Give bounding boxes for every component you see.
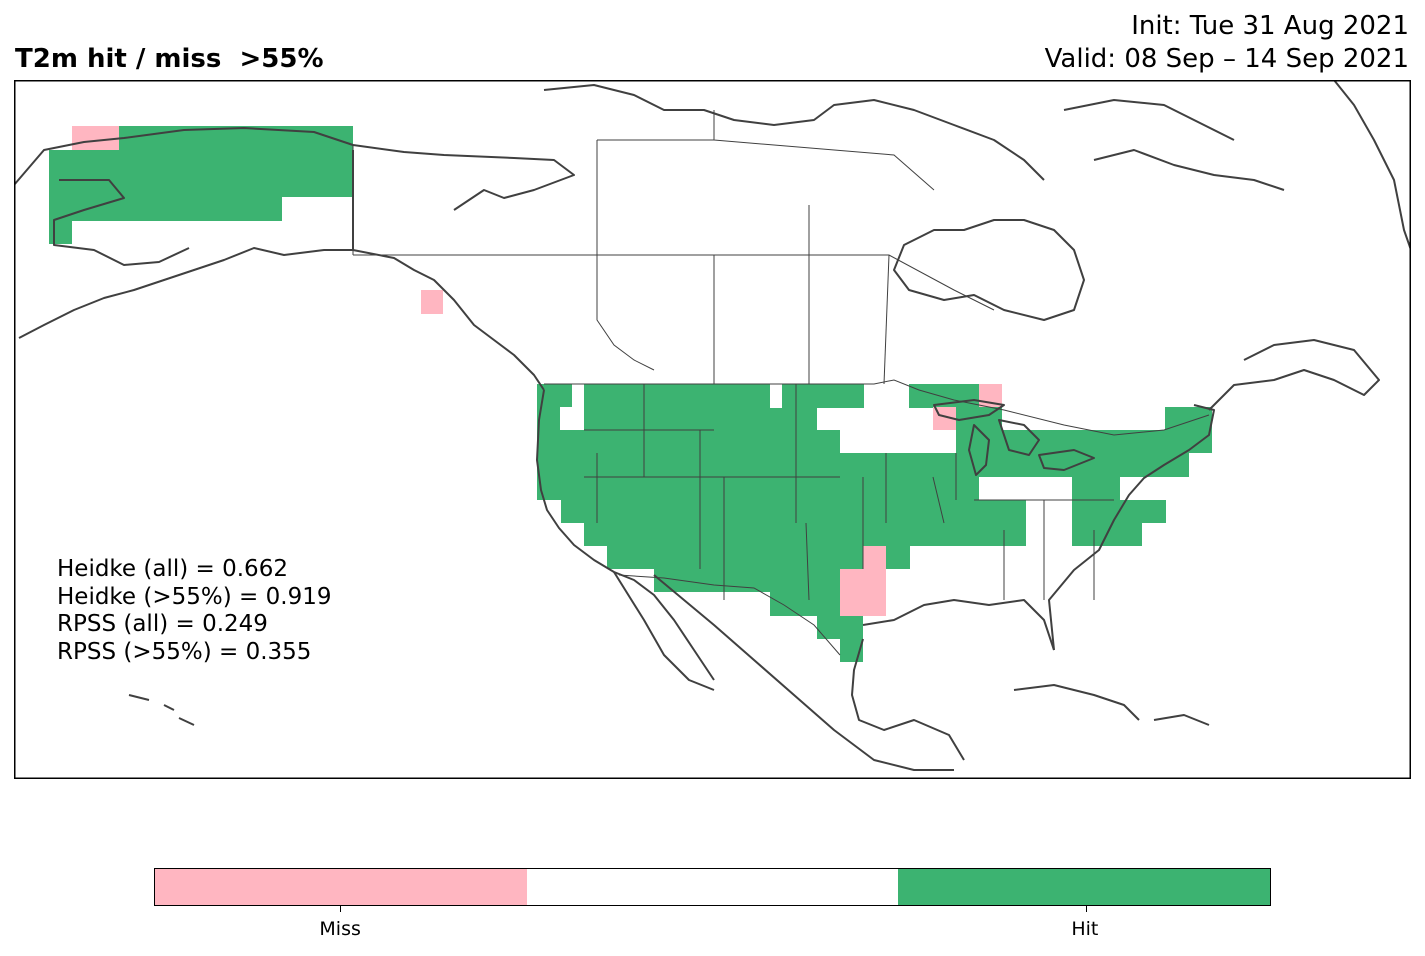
heidke-55: Heidke (>55%) = 0.919: [57, 583, 332, 610]
blank-cell: [1120, 477, 1189, 500]
hit-region: [537, 477, 956, 500]
canada-east-coast: [1208, 339, 1380, 411]
miss-region: [421, 290, 443, 314]
hit-region: [654, 569, 840, 592]
territory-border: [596, 110, 935, 255]
rpss-all: RPSS (all) = 0.249: [57, 611, 268, 637]
state-borders: [584, 384, 1114, 601]
colorbar: [154, 868, 1271, 906]
colorbar-hit: [898, 869, 1271, 905]
bc-coast: [352, 249, 545, 391]
hawaii: [128, 694, 195, 726]
hit-region: [956, 523, 1026, 546]
colorbar-label-miss: Miss: [319, 918, 361, 940]
hit-region: [119, 126, 353, 150]
hit-region: [770, 592, 840, 616]
blank-cell: [840, 430, 863, 453]
baja-coast: [613, 571, 715, 691]
hit-region: [561, 500, 956, 523]
hit-region: [956, 407, 1002, 430]
date-header: Init: Tue 31 Aug 2021 Valid: 08 Sep – 14…: [1045, 10, 1409, 76]
borders: [352, 110, 1210, 656]
gulf-coast: [851, 638, 965, 761]
alaska-coast: [14, 127, 575, 211]
colorbar-label-hit: Hit: [1071, 918, 1099, 940]
alaska-peninsula: [18, 150, 354, 339]
map-title: T2m hit / miss >55%: [15, 44, 324, 74]
colorbar-labels: Miss Hit: [154, 918, 1271, 944]
cuba: [1013, 684, 1140, 721]
blank-cell: [1002, 477, 1072, 500]
colorbar-tick: [340, 906, 341, 912]
rpss-55: RPSS (>55%) = 0.355: [57, 638, 312, 665]
skill-scores: Heidke (all) = 0.662 Heidke (>55%) = 0.9…: [57, 556, 331, 666]
hispaniola: [1153, 714, 1210, 726]
hit-region: [863, 453, 1189, 477]
colorbar-tick: [1086, 906, 1087, 912]
us-west-coast: [536, 389, 715, 681]
great-lakes: [1038, 449, 1095, 471]
alaska-southwest: [53, 179, 190, 266]
blank-cell: [770, 384, 782, 408]
hit-region: [1165, 407, 1212, 430]
hit-region: [886, 546, 910, 569]
miss-region: [72, 126, 119, 150]
mexico-west-coast: [653, 574, 954, 771]
miss-region: [840, 569, 886, 616]
hit-region: [584, 407, 817, 430]
province-border: [596, 255, 655, 371]
valid-date: Valid: 08 Sep – 14 Sep 2021: [1044, 44, 1409, 74]
blank-cell: [910, 546, 956, 569]
blank-cell: [979, 477, 1002, 500]
hit-region: [863, 523, 933, 546]
hit-region: [956, 430, 1212, 453]
hit-region: [584, 384, 770, 408]
great-lakes: [998, 419, 1040, 456]
hit-region: [537, 407, 560, 430]
hit-region: [49, 150, 353, 197]
province-border: [353, 254, 995, 311]
arctic-island: [1063, 99, 1235, 141]
east-coast: [1048, 404, 1215, 651]
blank-cell: [560, 407, 584, 430]
colorbar-miss: [155, 869, 527, 905]
map-panel: [14, 80, 1411, 779]
arctic-island: [543, 84, 1045, 181]
arctic-island: [1093, 149, 1285, 191]
greenland-coast: [1333, 80, 1411, 251]
hit-region: [782, 384, 864, 408]
init-date: Init: Tue 31 Aug 2021: [1131, 11, 1409, 41]
us-mexico-border: [618, 574, 841, 656]
province-border: [883, 254, 890, 385]
gulf-north: [862, 599, 1055, 651]
great-lakes: [968, 424, 990, 476]
hit-region: [863, 500, 1166, 523]
hit-region: [537, 430, 840, 453]
hudson-bay: [893, 219, 1085, 321]
miss-region: [863, 546, 886, 569]
hit-region: [49, 220, 72, 244]
heidke-all: Heidke (all) = 0.662: [57, 556, 288, 582]
map-border: [14, 80, 1411, 779]
hit-region: [607, 546, 863, 569]
great-lakes: [933, 399, 1005, 421]
coastlines: [14, 80, 1411, 771]
blank-cell: [1026, 500, 1072, 523]
hit-region: [817, 616, 863, 639]
colorbar-neutral: [526, 869, 899, 905]
